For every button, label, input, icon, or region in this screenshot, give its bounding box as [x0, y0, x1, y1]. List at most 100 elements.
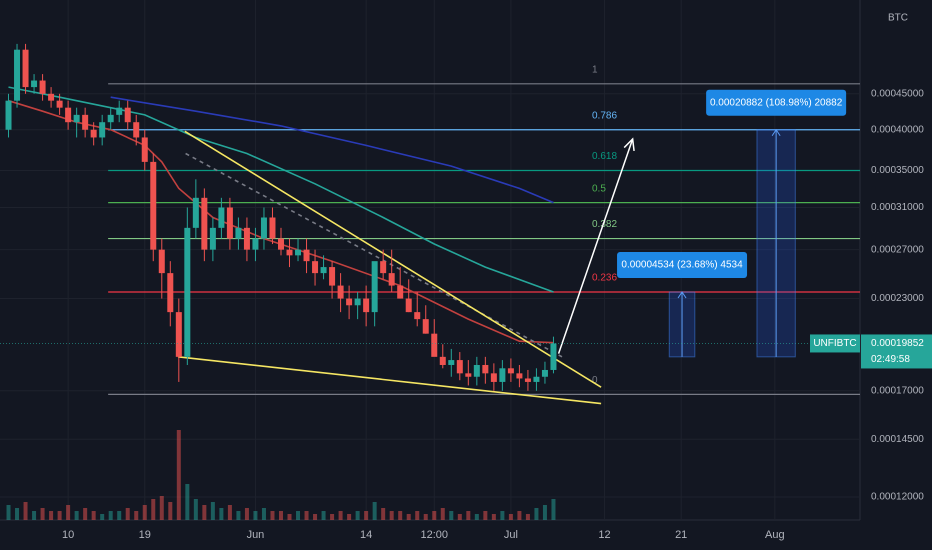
candle-body	[499, 368, 506, 382]
fib-label: 0.5	[592, 183, 606, 194]
candle-body	[397, 285, 404, 299]
candle-body	[175, 312, 182, 357]
candle-body	[320, 267, 327, 274]
candle-body	[192, 197, 199, 228]
arrow	[557, 138, 634, 354]
candle-body	[473, 364, 480, 377]
candle-body	[329, 267, 336, 286]
volume-bar	[91, 511, 96, 520]
x-tick-label: 21	[675, 529, 687, 541]
volume-bar	[398, 511, 403, 520]
candle-body	[133, 122, 140, 138]
volume-bar	[381, 508, 386, 520]
symbol-tag	[810, 334, 860, 353]
volume-bar	[296, 511, 301, 520]
y-tick-label: 0.00045000	[871, 88, 924, 99]
candle-body	[201, 197, 208, 250]
volume-bar	[423, 514, 428, 520]
volume-bar	[168, 502, 173, 520]
line	[184, 130, 602, 388]
y-tick-label: 0.00027000	[871, 244, 924, 255]
volume-bar	[253, 511, 258, 520]
volume-bar	[517, 511, 522, 520]
fib-label: 0.382	[592, 219, 617, 230]
y-tick-label: 0.00031000	[871, 202, 924, 213]
volume-bar	[525, 514, 530, 520]
line	[177, 356, 602, 405]
candle-body	[277, 238, 284, 250]
volume-bar	[457, 514, 462, 520]
candle-body	[303, 249, 310, 262]
candle-body	[90, 129, 97, 138]
price-tag	[861, 334, 932, 369]
candle-body	[371, 261, 378, 313]
currency-label: BTC	[888, 13, 908, 24]
candle-body	[269, 217, 276, 239]
y-tick-label: 0.00040000	[871, 124, 924, 135]
volume-bar	[270, 511, 275, 520]
volume-bar	[330, 514, 335, 520]
candle-body	[39, 80, 46, 94]
volume-bar	[125, 508, 130, 520]
volume-bar	[6, 505, 11, 520]
volume-bar	[449, 511, 454, 520]
candle-body	[235, 227, 242, 239]
candle-body	[337, 285, 344, 299]
candle-body	[73, 114, 80, 123]
volume-bar	[364, 511, 369, 520]
volume-bar	[474, 514, 479, 520]
y-tick-label: 0.00035000	[871, 165, 924, 176]
candle-body	[405, 298, 412, 313]
candle-body	[388, 273, 395, 286]
volume-bar	[108, 511, 113, 520]
volume-bar	[100, 514, 105, 520]
x-tick-label: Aug	[765, 529, 785, 541]
x-tick-label: Jul	[504, 529, 518, 541]
candle-body	[5, 100, 12, 130]
volume-bar	[261, 508, 266, 520]
volume-bar	[202, 505, 207, 520]
candle-body	[380, 261, 387, 274]
y-tick-label: 0.00012000	[871, 492, 924, 503]
volume-bar	[227, 505, 232, 520]
fib-label: 0.236	[592, 273, 617, 284]
candle-body	[312, 261, 319, 274]
volume-bar	[15, 508, 20, 520]
candle-body	[516, 373, 523, 379]
volume-bar	[508, 514, 513, 520]
candle-body	[209, 227, 216, 250]
candle-body	[448, 360, 455, 365]
volume-bar	[287, 514, 292, 520]
line	[110, 96, 554, 204]
measure-arrow-head	[677, 291, 687, 299]
candle-body	[107, 114, 114, 123]
arrow-head	[623, 137, 635, 152]
volume-bar	[534, 508, 539, 520]
y-tick-label: 0.00023000	[871, 293, 924, 304]
volume-bar	[57, 511, 62, 520]
volume-bar	[372, 502, 377, 520]
candle-body	[431, 333, 438, 357]
x-tick-label: 14	[360, 529, 372, 541]
fib-label: 0.786	[592, 110, 617, 121]
candle-body	[286, 249, 293, 256]
volume-bar	[159, 496, 164, 520]
volume-bar	[542, 505, 547, 520]
measure-label-box	[706, 89, 847, 116]
volume-bar	[406, 514, 411, 520]
volume-bar	[313, 514, 318, 520]
volume-bar	[23, 502, 28, 520]
candle-body	[363, 298, 370, 313]
volume-bar	[74, 511, 79, 520]
candle-body	[354, 298, 361, 306]
candle-body	[48, 93, 55, 101]
volume-bar	[321, 511, 326, 520]
candle-body	[243, 227, 250, 250]
measure-label-box	[617, 252, 748, 279]
volume-bar	[491, 514, 496, 520]
y-tick-label: 0.00017000	[871, 385, 924, 396]
candle-body	[260, 217, 267, 239]
x-tick-label: Jun	[247, 529, 265, 541]
candle-body	[116, 107, 123, 115]
